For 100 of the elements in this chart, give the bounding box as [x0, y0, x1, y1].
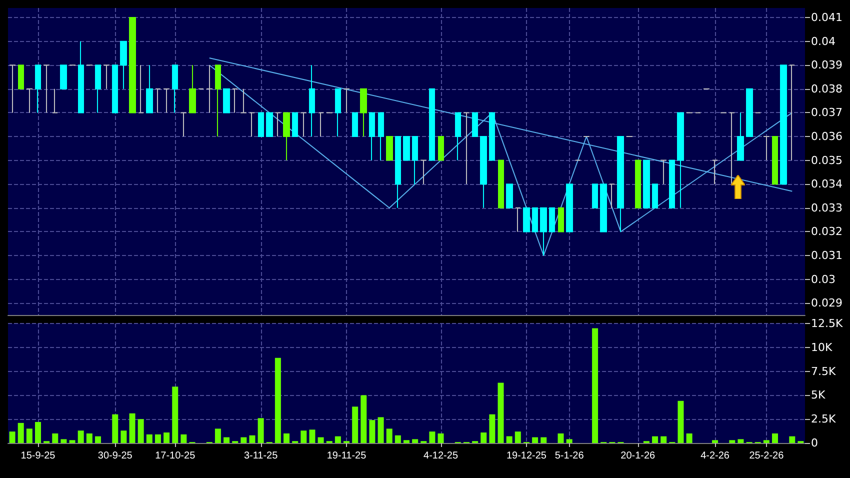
candlestick	[258, 112, 264, 138]
bar	[369, 420, 376, 443]
candlestick	[789, 64, 795, 161]
bar	[318, 437, 324, 443]
candlestick	[369, 112, 375, 161]
y-tick-label: 0.039	[811, 58, 842, 72]
bar	[52, 433, 58, 443]
candlestick	[729, 112, 735, 185]
candlestick	[78, 40, 84, 114]
candlestick	[677, 112, 684, 208]
bar	[334, 436, 341, 443]
x-tick-label: 4-2-26	[700, 450, 730, 462]
bar	[558, 433, 564, 443]
candlestick	[600, 184, 607, 232]
bar	[240, 437, 247, 443]
candlestick	[480, 136, 487, 208]
bar	[258, 418, 264, 443]
x-tick-label: 30-9-25	[98, 450, 133, 462]
candlestick	[35, 64, 41, 114]
candlestick	[746, 88, 753, 138]
bar	[26, 428, 32, 443]
candlestick	[103, 64, 110, 90]
candlestick	[515, 207, 521, 232]
bar	[498, 382, 504, 443]
bar	[772, 433, 778, 443]
bar	[592, 328, 598, 443]
x-tick-label: 3-11-25	[244, 450, 278, 462]
candlestick	[669, 160, 675, 208]
candlestick	[300, 112, 307, 138]
candlestick	[180, 112, 187, 138]
candlestick	[206, 64, 213, 114]
bar	[652, 436, 658, 443]
candlestick	[52, 88, 58, 114]
bar	[249, 435, 256, 443]
bar	[224, 437, 230, 443]
y-tick-label: 0.031	[811, 249, 842, 262]
y-tick-label: 0.04	[811, 34, 836, 48]
candlestick	[772, 136, 778, 185]
candlestick	[352, 112, 358, 138]
candlestick	[275, 112, 281, 138]
x-tick-label: 17-10-25	[155, 450, 196, 462]
candlestick	[223, 88, 230, 114]
y-tick-label: 0.035	[811, 154, 842, 167]
candlestick	[43, 64, 50, 114]
y-tick-label: 12.5K	[811, 317, 844, 330]
bar	[120, 430, 127, 443]
bar	[129, 413, 136, 443]
candlestick	[283, 112, 290, 161]
candlestick	[566, 184, 573, 232]
x-tick-label: 19-12-25	[506, 450, 547, 462]
y-tick-label: 10K	[811, 340, 833, 354]
y-tick-label: 0.029	[811, 296, 842, 310]
y-tick-label: 0	[811, 436, 818, 450]
bar	[146, 434, 152, 443]
candlestick	[232, 88, 238, 114]
bar	[69, 440, 76, 443]
candlestick	[26, 88, 33, 114]
candlestick	[617, 136, 624, 232]
candlestick	[420, 160, 427, 185]
bar	[60, 439, 67, 443]
bar	[300, 430, 307, 443]
y-tick-label: 0.03	[811, 272, 836, 286]
bar	[763, 440, 770, 443]
candlestick	[429, 88, 435, 161]
bar	[394, 435, 401, 443]
candlestick	[463, 112, 470, 185]
bar	[489, 414, 496, 443]
candlestick	[737, 112, 744, 161]
x-tick-label: 20-1-26	[620, 450, 656, 462]
y-tick-label: 2.5K	[811, 412, 836, 426]
candlestick	[660, 160, 667, 185]
candlestick	[652, 184, 658, 208]
candlestick	[498, 160, 504, 208]
y-tick-label: 0.036	[811, 130, 842, 144]
bar	[532, 437, 538, 443]
candlestick	[9, 64, 16, 114]
candlestick	[540, 207, 547, 256]
candlestick	[592, 184, 598, 208]
bar	[738, 439, 744, 443]
bar	[566, 439, 572, 443]
y-tick-label: 0.037	[811, 106, 842, 120]
bar	[164, 432, 170, 443]
bar	[154, 434, 161, 443]
bar	[789, 436, 796, 443]
candlestick	[386, 136, 393, 161]
bar	[94, 436, 101, 443]
candlestick	[643, 160, 650, 208]
x-tick-label: 15-9-25	[20, 450, 56, 462]
bar	[284, 433, 290, 443]
x-tick-label: 19-11-25	[326, 450, 367, 462]
bar	[9, 432, 16, 443]
bar	[34, 422, 41, 443]
candlestick	[360, 88, 367, 138]
bar	[172, 386, 178, 443]
bar	[138, 419, 144, 443]
bar	[404, 440, 410, 443]
candlestick	[155, 88, 161, 114]
candlestick	[215, 64, 221, 138]
bar	[214, 428, 221, 443]
y-tick-label: 5K	[811, 388, 826, 402]
